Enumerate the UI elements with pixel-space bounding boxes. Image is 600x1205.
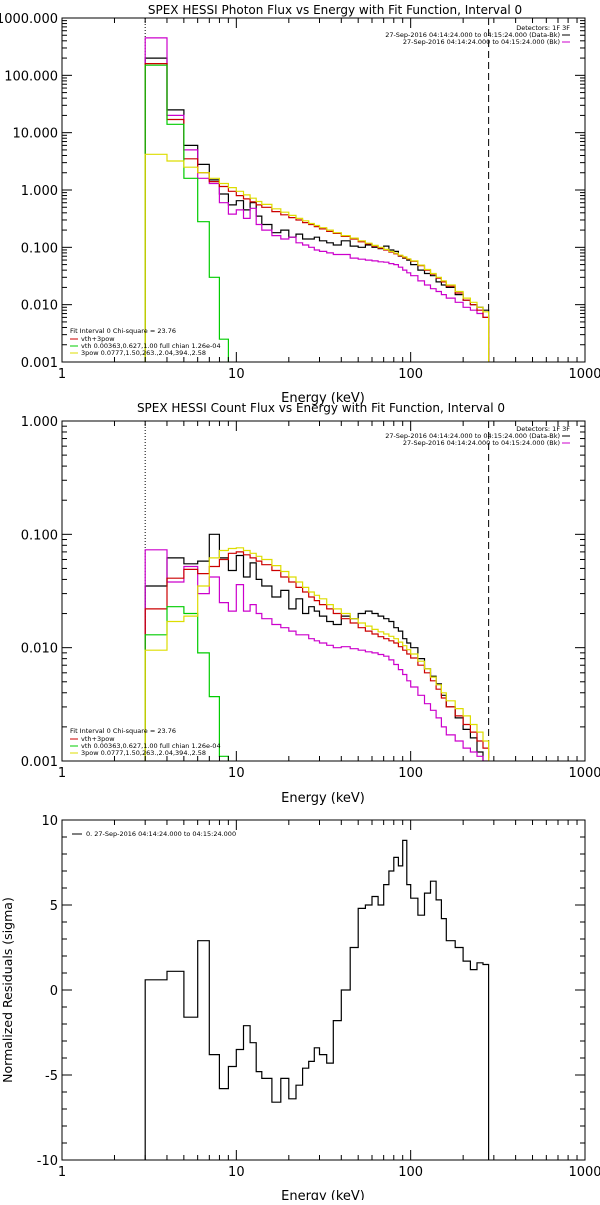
photon-legend: Detectors: 1F 3F 27-Sep-2016 04:14:24.00… xyxy=(385,24,570,46)
count-fit-header: Fit Interval 0 Chi-square = 23.76 xyxy=(70,727,176,735)
count-x-axis-label: Energy (keV) xyxy=(281,791,365,806)
count-series-2 xyxy=(144,551,490,761)
photon-legend-entry-data-bk: 27-Sep-2016 04:14:24.000 to 04:15:24.000… xyxy=(385,31,560,39)
residuals-xtick-label: 1 xyxy=(58,1165,66,1180)
count-flux-panel: SPEX HESSI Count Flux vs Energy with Fit… xyxy=(21,401,600,806)
photon-series-0 xyxy=(144,57,490,362)
photon-xtick-label: 100 xyxy=(398,367,423,382)
photon-fit-entry-3pow: 3pow 0.0777,1.50,263.,2.04,394.,2.58 xyxy=(81,349,206,357)
photon-detectors-label: Detectors: 1F 3F xyxy=(516,24,570,32)
residuals-plot-area xyxy=(144,839,490,1160)
residuals-ytick-label: 5 xyxy=(50,899,58,914)
count-fit-legend: Fit Interval 0 Chi-square = 23.76 vth+3p… xyxy=(70,727,221,757)
count-xtick-label: 100 xyxy=(398,766,423,781)
photon-xtick-label: 10 xyxy=(228,367,245,382)
residuals-xtick-label: 10 xyxy=(228,1165,245,1180)
residuals-ytick-label: -5 xyxy=(45,1069,58,1084)
photon-ytick-label: 1000.000 xyxy=(0,12,58,27)
count-series-4 xyxy=(144,547,490,761)
count-legend-entry-data-bk: 27-Sep-2016 04:14:24.000 to 04:15:24.000… xyxy=(385,432,560,440)
photon-xtick-label: 1000 xyxy=(568,367,600,382)
residuals-x-axis-label: Energy (keV) xyxy=(281,1189,365,1200)
residuals-legend: 0. 27-Sep-2016 04:14:24.000 to 04:15:24.… xyxy=(72,830,236,838)
count-xtick-label: 10 xyxy=(228,766,245,781)
count-xtick-label: 1 xyxy=(58,766,66,781)
residuals-ytick-label: 10 xyxy=(41,814,58,829)
count-legend: Detectors: 1F 3F 27-Sep-2016 04:14:24.00… xyxy=(385,425,570,447)
photon-x-axis-label: Energy (keV) xyxy=(281,391,365,406)
photon-fit-legend: Fit Interval 0 Chi-square = 23.76 vth+3p… xyxy=(70,327,221,357)
residuals-legend-entry: 0. 27-Sep-2016 04:14:24.000 to 04:15:24.… xyxy=(86,830,236,838)
count-fit-entry-total: vth+3pow xyxy=(81,735,115,743)
count-legend-entry-bk: 27-Sep-2016 04:14:24.000 to 04:15:24.000… xyxy=(403,439,560,447)
photon-series-1 xyxy=(144,37,490,362)
residuals-ytick-label: 0 xyxy=(50,984,58,999)
photon-fit-header: Fit Interval 0 Chi-square = 23.76 xyxy=(70,327,176,335)
residuals-series-0 xyxy=(144,839,490,1160)
photon-ytick-label: 100.000 xyxy=(4,69,58,84)
count-chart-title: SPEX HESSI Count Flux vs Energy with Fit… xyxy=(137,401,505,415)
photon-xtick-label: 1 xyxy=(58,367,66,382)
residuals-panel: 1 10 100 1000 -10 -5 0 5 10 Energy (keV) Normali… xyxy=(0,814,600,1204)
residuals-xtick-label: 100 xyxy=(398,1165,423,1180)
photon-fit-entry-total: vth+3pow xyxy=(81,335,115,343)
count-axes: 1 10 100 1000 0.001 0.010 0.100 1.000 xyxy=(21,415,600,781)
photon-plot-frame xyxy=(61,17,586,363)
photon-series-4 xyxy=(144,153,490,362)
count-series-1 xyxy=(144,549,490,761)
count-fit-entry-3pow: 3pow 0.0777,1.50,263.,2.04,394.,2.58 xyxy=(81,749,206,757)
count-plot-area xyxy=(144,421,490,761)
count-ytick-label: 1.000 xyxy=(21,415,58,430)
photon-ytick-label: 0.010 xyxy=(21,299,58,314)
residuals-y-axis-label: Normalized Residuals (sigma) xyxy=(0,897,15,1083)
residuals-plot-layer: 1 10 100 1000 -10 -5 0 5 10 xyxy=(37,814,600,1180)
photon-ytick-label: 10.000 xyxy=(13,127,59,142)
photon-ytick-label: 0.001 xyxy=(21,356,58,371)
residuals-xtick-label: 1000 xyxy=(568,1165,600,1180)
photon-fit-entry-vth: vth 0.00363,0.627,1.00 full chian 1.26e-… xyxy=(81,342,221,350)
residuals-axes: 1 10 100 1000 -10 -5 0 5 10 xyxy=(37,814,600,1180)
count-plot-layer: 1 10 100 1000 0.001 0.010 0.100 1.000 xyxy=(21,415,600,781)
photon-ytick-label: 0.100 xyxy=(21,241,58,256)
photon-ytick-label: 1.000 xyxy=(21,184,58,199)
count-ytick-label: 0.010 xyxy=(21,642,58,657)
photon-flux-panel: SPEX HESSI Photon Flux vs Energy with Fi… xyxy=(0,3,600,406)
photon-chart-title: SPEX HESSI Photon Flux vs Energy with Fi… xyxy=(148,3,522,17)
residuals-ytick-label: -10 xyxy=(37,1154,58,1169)
count-fit-entry-vth: vth 0.00363,0.627,1.00 full chian 1.26e-… xyxy=(81,742,221,750)
photon-series-2 xyxy=(144,63,490,362)
count-ytick-label: 0.001 xyxy=(21,755,58,770)
photon-series-3 xyxy=(144,64,229,362)
count-ytick-label: 0.100 xyxy=(21,528,58,543)
photon-legend-entry-bk: 27-Sep-2016 04:14:24.000 to 04:15:24.000… xyxy=(403,38,560,46)
count-plot-frame xyxy=(61,420,586,762)
photon-plot-area xyxy=(144,18,490,362)
count-detectors-label: Detectors: 1F 3F xyxy=(516,425,570,433)
residuals-plot-frame xyxy=(61,819,586,1161)
count-xtick-label: 1000 xyxy=(568,766,600,781)
